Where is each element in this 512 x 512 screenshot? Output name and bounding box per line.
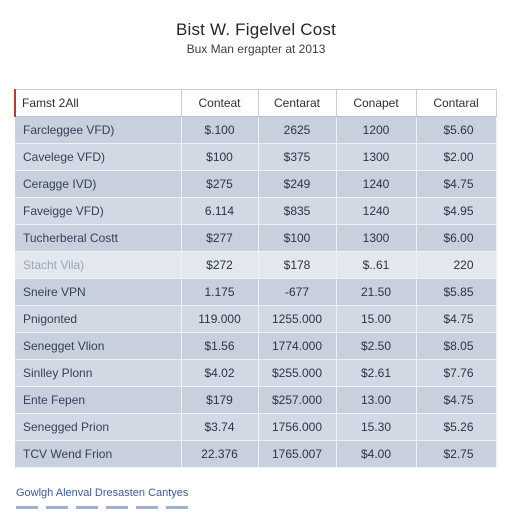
footnote[interactable]: Gowlgh Alenval Dresasten Cantyes	[16, 487, 189, 499]
table-cell: $1.56	[181, 332, 259, 360]
table-cell: $100	[181, 143, 259, 171]
column-header[interactable]: Centarat	[258, 89, 337, 117]
table-row[interactable]: Senegget Vlion $1.56 1774.000 $2.50 $8.05	[15, 332, 497, 360]
cost-table-container: Famst 2All Conteat Centarat Conapet Cont…	[14, 89, 497, 468]
table-cell: $272	[181, 251, 259, 279]
table-cell: 1756.000	[258, 413, 337, 441]
row-label: Tucherberal Costt	[15, 224, 182, 252]
table-cell: $277	[181, 224, 259, 252]
table-row[interactable]: Tucherberal Costt $277 $100 1300 $6.00	[15, 224, 497, 252]
table-cell: 1300	[336, 224, 417, 252]
table-cell: $2.75	[416, 440, 497, 468]
table-cell: $4.02	[181, 359, 259, 387]
row-label: Cavelege VFD)	[15, 143, 182, 171]
row-label: Stacht Vila)	[15, 251, 182, 279]
table-cell: $..61	[336, 251, 417, 279]
table-header: Famst 2All Conteat Centarat Conapet Cont…	[14, 89, 497, 117]
row-label: Farcleggee VFD)	[15, 116, 182, 144]
page-subtitle: Bux Man ergapter at 2013	[186, 42, 326, 56]
table-cell: 2625	[258, 116, 337, 144]
table-cell: $257.000	[258, 386, 337, 414]
table-row[interactable]: Stacht Vila) $272 $178 $..61 220	[15, 251, 497, 279]
table-cell: 1255.000	[258, 305, 337, 333]
table-row[interactable]: Pnigonted 119.000 1255.000 15.00 $4.75	[15, 305, 497, 333]
table-cell: 1765.007	[258, 440, 337, 468]
table-row[interactable]: Sinlley Plonn $4.02 $255.000 $2.61 $7.76	[15, 359, 497, 387]
table-cell: 1300	[336, 143, 417, 171]
cost-table: Famst 2All Conteat Centarat Conapet Cont…	[14, 89, 497, 468]
table-cell: $3.74	[181, 413, 259, 441]
table-cell: $2.50	[336, 332, 417, 360]
table-cell: 1774.000	[258, 332, 337, 360]
row-label: Ceragge IVD)	[15, 170, 182, 198]
table-cell: 1.175	[181, 278, 259, 306]
table-cell: $6.00	[416, 224, 497, 252]
table-cell: -677	[258, 278, 337, 306]
table-row[interactable]: Ceragge IVD) $275 $249 1240 $4.75	[15, 170, 497, 198]
table-cell: 1200	[336, 116, 417, 144]
page-title: Bist W. Figelvel Cost	[175, 20, 337, 39]
table-row[interactable]: Farcleggee VFD) $.100 2625 1200 $5.60	[15, 116, 497, 144]
table-cell: 22.376	[181, 440, 259, 468]
table-cell: 15.30	[336, 413, 417, 441]
table-cell: $255.000	[258, 359, 337, 387]
table-cell: $375	[258, 143, 337, 171]
table-cell: 220	[416, 251, 497, 279]
table-row[interactable]: Cavelege VFD) $100 $375 1300 $2.00	[15, 143, 497, 171]
table-cell: $275	[181, 170, 259, 198]
table-row[interactable]: TCV Wend Frion 22.376 1765.007 $4.00 $2.75	[15, 440, 497, 468]
row-label: Sneire VPN	[15, 278, 182, 306]
table-cell: $.100	[181, 116, 259, 144]
row-label: Faveigge VFD)	[15, 197, 182, 225]
table-cell: $5.60	[416, 116, 497, 144]
table-cell: $4.75	[416, 386, 497, 414]
table-cell: $179	[181, 386, 259, 414]
column-header[interactable]: Famst 2All	[14, 89, 182, 117]
table-cell: $5.85	[416, 278, 497, 306]
column-header[interactable]: Conteat	[181, 89, 259, 117]
column-header[interactable]: Contaral	[416, 89, 497, 117]
row-label: Senegget Vlion	[15, 332, 182, 360]
table-cell: $4.00	[336, 440, 417, 468]
table-row[interactable]: Ente Fepen $179 $257.000 13.00 $4.75	[15, 386, 497, 414]
row-label: Senegged Prion	[15, 413, 182, 441]
table-cell: 15.00	[336, 305, 417, 333]
table-cell: $8.05	[416, 332, 497, 360]
row-label: Sinlley Plonn	[15, 359, 182, 387]
table-cell: $835	[258, 197, 337, 225]
table-cell: 1240	[336, 170, 417, 198]
footer-divider	[16, 506, 196, 509]
table-cell: $4.95	[416, 197, 497, 225]
table-row[interactable]: Senegged Prion $3.74 1756.000 15.30 $5.26	[15, 413, 497, 441]
table-cell: $4.75	[416, 305, 497, 333]
table-header-row: Famst 2All Conteat Centarat Conapet Cont…	[14, 89, 497, 117]
table-cell: $7.76	[416, 359, 497, 387]
table-cell: 21.50	[336, 278, 417, 306]
row-label: Ente Fepen	[15, 386, 182, 414]
table-cell: $2.00	[416, 143, 497, 171]
table-body: Farcleggee VFD) $.100 2625 1200 $5.60 Caveleg…	[15, 116, 497, 468]
table-cell: $100	[258, 224, 337, 252]
column-header[interactable]: Conapet	[336, 89, 417, 117]
table-cell: $178	[258, 251, 337, 279]
row-label: Pnigonted	[15, 305, 182, 333]
table-cell: 119.000	[181, 305, 259, 333]
table-row[interactable]: Sneire VPN 1.175 -677 21.50 $5.85	[15, 278, 497, 306]
table-cell: $2.61	[336, 359, 417, 387]
table-cell: $4.75	[416, 170, 497, 198]
table-cell: $249	[258, 170, 337, 198]
table-cell: 6.114	[181, 197, 259, 225]
table-cell: 13.00	[336, 386, 417, 414]
table-cell: 1240	[336, 197, 417, 225]
table-cell: $5.26	[416, 413, 497, 441]
table-row[interactable]: Faveigge VFD) 6.114 $835 1240 $4.95	[15, 197, 497, 225]
row-label: TCV Wend Frion	[15, 440, 182, 468]
